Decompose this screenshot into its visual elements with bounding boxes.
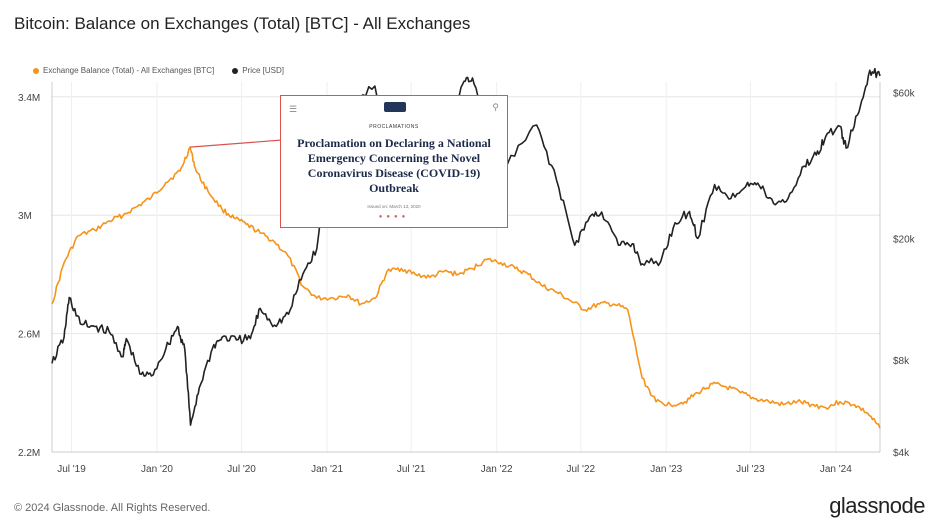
y-left-tick-label: 3.4M (18, 93, 40, 104)
legend-swatch-balance (33, 67, 39, 74)
proclamation-inset: ☰ ⚲ PROCLAMATIONS Proclamation on Declar… (280, 95, 508, 228)
x-tick-label: Jul '20 (227, 464, 256, 475)
y-left-tick-label: 2.6M (18, 330, 40, 341)
y-right-tick-label: $60k (893, 89, 916, 100)
legend-item-price[interactable]: Price [USD] (232, 66, 284, 75)
x-tick-label: Jan '22 (481, 464, 513, 475)
y-right-tick-label: $4k (893, 448, 910, 459)
x-tick-label: Jul '23 (736, 464, 765, 475)
copyright-text: © 2024 Glassnode. All Rights Reserved. (14, 502, 211, 514)
hamburger-icon: ☰ (289, 104, 298, 114)
inset-kicker: PROCLAMATIONS (369, 124, 419, 130)
legend-label-price: Price [USD] (242, 66, 284, 75)
legend-item-balance[interactable]: Exchange Balance (Total) - All Exchanges… (33, 66, 214, 75)
x-tick-label: Jul '22 (566, 464, 595, 475)
inset-headline: Proclamation on Declaring a National Eme… (297, 136, 491, 195)
y-right-tick-label: $8k (893, 356, 910, 367)
x-tick-label: Jan '23 (650, 464, 682, 475)
inset-dateline: Issued on: March 13, 2020 (367, 204, 421, 209)
brand-logo: glassnode (829, 493, 925, 518)
x-tick-label: Jul '19 (57, 464, 86, 475)
legend-swatch-price (232, 67, 239, 74)
x-tick-label: Jan '21 (311, 464, 343, 475)
y-left-tick-label: 2.2M (18, 448, 40, 459)
legend-label-balance: Exchange Balance (Total) - All Exchanges… (43, 66, 215, 75)
share-icons: ●●●● (378, 214, 410, 220)
y-right-tick-label: $20k (893, 234, 916, 245)
x-tick-label: Jan '24 (820, 464, 852, 475)
chart-legend: Exchange Balance (Total) - All Exchanges… (33, 66, 284, 75)
whitehouse-seal-icon (384, 102, 406, 112)
chart-title: Bitcoin: Balance on Exchanges (Total) [B… (14, 14, 471, 33)
callout-line (189, 139, 283, 148)
x-tick-label: Jan '20 (141, 464, 173, 475)
x-tick-label: Jul '21 (397, 464, 426, 475)
y-left-tick-label: 3M (18, 211, 32, 222)
search-icon: ⚲ (492, 102, 499, 112)
